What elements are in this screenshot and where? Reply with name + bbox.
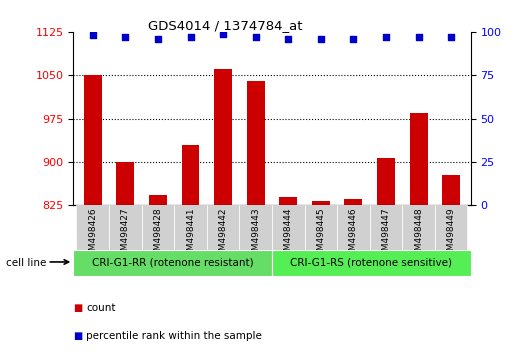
Bar bbox=[279, 197, 297, 205]
Bar bbox=[84, 75, 102, 205]
Text: ■: ■ bbox=[73, 331, 83, 341]
Text: GSM498449: GSM498449 bbox=[447, 207, 456, 262]
Bar bbox=[174, 205, 207, 250]
Text: GSM498444: GSM498444 bbox=[284, 207, 293, 262]
Text: GSM498442: GSM498442 bbox=[219, 207, 228, 262]
Bar bbox=[345, 199, 362, 205]
Bar bbox=[402, 205, 435, 250]
Text: CRI-G1-RR (rotenone resistant): CRI-G1-RR (rotenone resistant) bbox=[92, 258, 254, 268]
Text: GSM498448: GSM498448 bbox=[414, 207, 423, 262]
Bar bbox=[410, 113, 427, 205]
Text: GSM498446: GSM498446 bbox=[349, 207, 358, 262]
Text: GSM498428: GSM498428 bbox=[153, 207, 163, 262]
Point bbox=[88, 33, 97, 38]
Bar bbox=[240, 205, 272, 250]
Point bbox=[316, 36, 325, 42]
Text: GDS4014 / 1374784_at: GDS4014 / 1374784_at bbox=[147, 19, 302, 33]
Point bbox=[382, 34, 390, 40]
Bar bbox=[442, 175, 460, 205]
Bar bbox=[181, 144, 199, 205]
Bar bbox=[76, 205, 109, 250]
Text: GSM498445: GSM498445 bbox=[316, 207, 325, 262]
Bar bbox=[149, 195, 167, 205]
Point bbox=[219, 31, 228, 36]
Bar bbox=[337, 205, 370, 250]
Bar bbox=[272, 250, 471, 276]
Text: GSM498443: GSM498443 bbox=[251, 207, 260, 262]
Bar bbox=[370, 205, 402, 250]
Bar bbox=[142, 205, 174, 250]
Point bbox=[284, 36, 292, 42]
Bar bbox=[312, 201, 330, 205]
Text: count: count bbox=[86, 303, 116, 313]
Text: cell line: cell line bbox=[6, 258, 47, 268]
Point bbox=[414, 34, 423, 40]
Text: percentile rank within the sample: percentile rank within the sample bbox=[86, 331, 262, 341]
Bar bbox=[117, 162, 134, 205]
Point bbox=[121, 34, 130, 40]
Bar bbox=[272, 205, 304, 250]
Bar bbox=[377, 158, 395, 205]
Bar bbox=[109, 205, 142, 250]
Text: GSM498427: GSM498427 bbox=[121, 207, 130, 262]
Text: ■: ■ bbox=[73, 303, 83, 313]
Text: CRI-G1-RS (rotenone sensitive): CRI-G1-RS (rotenone sensitive) bbox=[290, 258, 452, 268]
Bar bbox=[207, 205, 240, 250]
Point bbox=[154, 36, 162, 42]
Point bbox=[252, 34, 260, 40]
Point bbox=[186, 34, 195, 40]
Bar bbox=[73, 250, 272, 276]
Bar bbox=[304, 205, 337, 250]
Bar bbox=[247, 81, 265, 205]
Bar bbox=[435, 205, 468, 250]
Bar bbox=[214, 69, 232, 205]
Text: GSM498447: GSM498447 bbox=[381, 207, 391, 262]
Point bbox=[349, 36, 358, 42]
Text: GSM498441: GSM498441 bbox=[186, 207, 195, 262]
Text: GSM498426: GSM498426 bbox=[88, 207, 97, 262]
Point bbox=[447, 34, 456, 40]
